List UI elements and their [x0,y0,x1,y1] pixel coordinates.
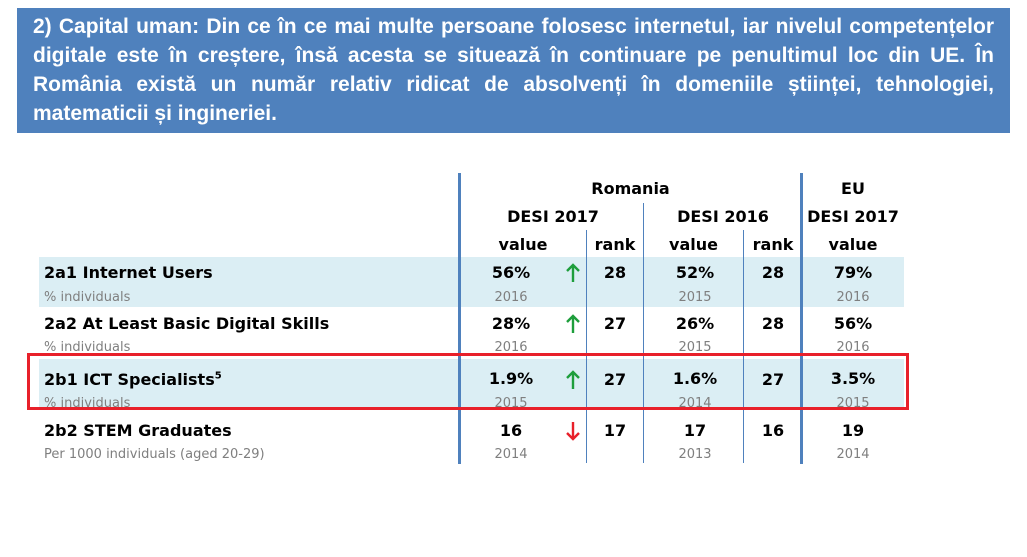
header-value: value [828,235,878,254]
column-divider [586,230,587,463]
ro-2016-value: 1.6% [672,369,718,388]
ro-2017-rank: 17 [603,421,627,440]
eu-value: 19 [841,421,865,440]
ro-2016-rank: 27 [761,370,785,389]
column-divider [800,173,803,464]
ro-2017-year: 2016 [494,290,528,305]
row-label-stem-graduates: 2b2 STEM Graduates [44,421,232,440]
ro-2017-value: 56% [491,263,531,282]
eu-value: 56% [833,314,873,333]
section-heading-banner: 2) Capital uman: Din ce în ce mai multe … [17,8,1010,133]
header-rank: rank [752,235,794,254]
row-unit: Per 1000 individuals (aged 20-29) [44,447,265,462]
ro-2017-rank: 27 [603,314,627,333]
eu-year: 2016 [836,290,870,305]
header-desi-2016: DESI 2016 [677,207,769,226]
column-divider [458,173,461,464]
ro-2017-rank: 28 [603,263,627,282]
ro-2016-year: 2015 [678,290,712,305]
trend-down-arrow-icon [566,422,580,441]
row-label-internet-users: 2a1 Internet Users [44,263,213,282]
row-unit: % individuals [44,290,131,305]
ro-2016-year: 2013 [678,447,712,462]
ro-2017-year: 2014 [494,447,528,462]
row-label-ict-specialists: 2b1 ICT Specialists5 [44,370,222,389]
eu-value: 79% [833,263,873,282]
header-desi-2017: DESI 2017 [507,207,599,226]
ro-2016-rank: 28 [761,314,785,333]
eu-year: 2014 [836,447,870,462]
ro-2016-value: 17 [683,421,707,440]
ro-2017-value: 28% [491,314,531,333]
header-value: value [498,235,548,254]
ro-2016-value: 52% [675,263,715,282]
ict-specialists-highlight-box [27,353,909,410]
row-band-internet-users [39,257,904,307]
ro-2016-year: 2015 [678,340,712,355]
ro-2017-value: 1.9% [488,369,534,388]
ro-2016-rank: 16 [761,421,785,440]
trend-up-arrow-icon [566,263,580,282]
row-band-ict-specialists [39,359,904,410]
header-value: value [669,235,718,254]
section-heading-text: 2) Capital uman: Din ce în ce mai multe … [33,15,994,125]
header-rank: rank [594,235,636,254]
column-divider [743,230,744,463]
ro-2017-value: 16 [499,421,523,440]
ro-2016-rank: 28 [761,263,785,282]
header-eu-desi-2017: DESI 2017 [807,207,899,226]
eu-value: 3.5% [830,369,876,388]
trend-up-arrow-icon [566,314,580,333]
column-divider [643,203,644,463]
trend-up-arrow-icon [566,370,580,389]
header-eu: EU [841,179,865,198]
ro-2017-rank: 27 [603,370,627,389]
eu-year: 2016 [836,340,870,355]
row-label-basic-digital-skills: 2a2 At Least Basic Digital Skills [44,314,330,333]
row-label-text: 2b1 ICT Specialists [44,370,215,389]
row-unit: % individuals [44,340,131,355]
ro-2016-value: 26% [675,314,715,333]
header-romania: Romania [591,179,670,198]
footnote-marker: 5 [214,370,222,382]
ro-2017-year: 2016 [494,340,528,355]
